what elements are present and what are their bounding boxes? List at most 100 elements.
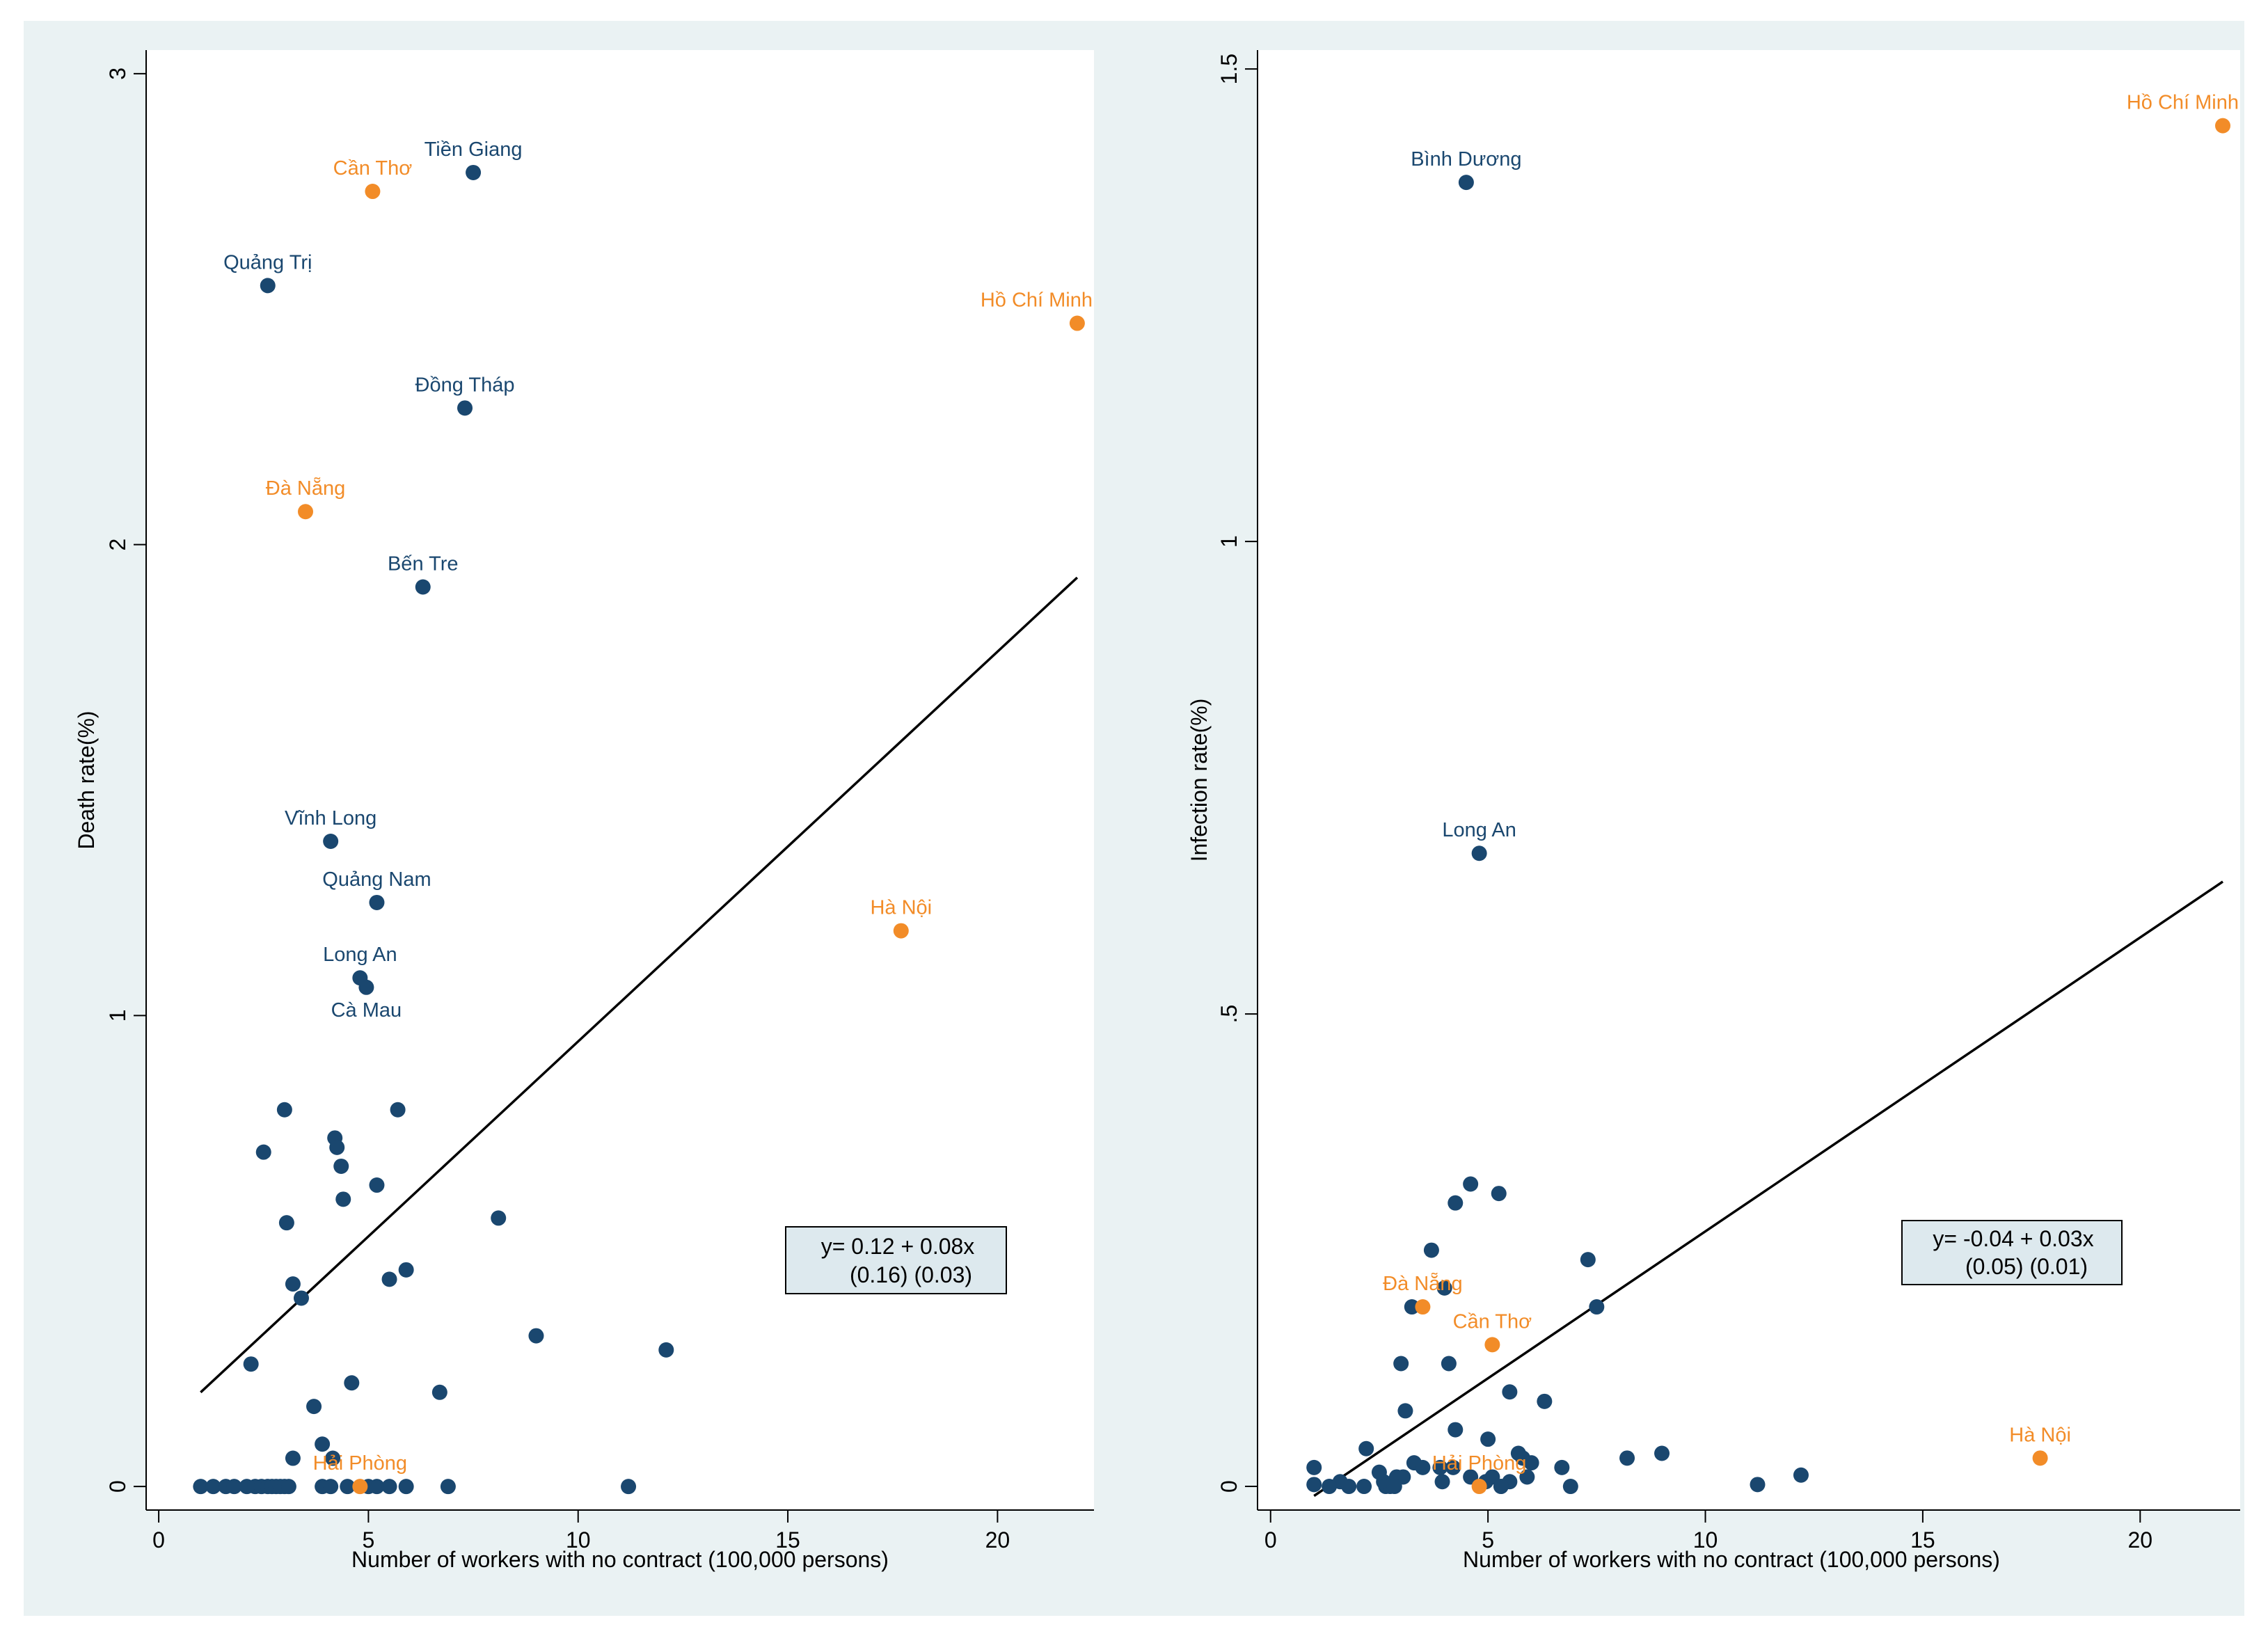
infection-rate-panel: 0 5 10 15 20 0 .5 1 1.5 Hồ Chí Minh Bình Dương Lon…	[1187, 50, 2240, 1572]
data-point	[1619, 1450, 1635, 1466]
point-label: Bến Tre	[388, 553, 459, 575]
x-tick-label: 10	[1693, 1527, 1718, 1552]
data-point	[1580, 1252, 1596, 1268]
data-point	[369, 1177, 385, 1193]
data-point	[344, 1375, 360, 1391]
point-label: Hải Phòng	[1432, 1452, 1526, 1475]
point-label: Cà Mau	[331, 999, 402, 1022]
data-point	[381, 1479, 397, 1495]
labeled-data-point	[893, 923, 909, 939]
data-point	[1434, 1474, 1450, 1490]
x-axis-label: Number of workers with no contract (100,…	[351, 1547, 889, 1572]
data-point	[325, 1450, 341, 1466]
data-point	[398, 1479, 414, 1495]
data-point	[381, 1271, 397, 1287]
data-point	[1404, 1299, 1420, 1315]
data-point	[278, 1215, 294, 1231]
data-point	[1306, 1477, 1322, 1493]
data-point	[1423, 1242, 1439, 1258]
equation-line2: (0.16) (0.03)	[850, 1262, 972, 1287]
data-point	[1537, 1393, 1553, 1409]
data-point	[1793, 1467, 1809, 1483]
data-point	[1589, 1299, 1605, 1315]
point-label: Hà Nội	[870, 897, 932, 919]
points	[1306, 118, 2231, 1495]
data-point	[1562, 1479, 1578, 1495]
data-point	[280, 1479, 296, 1495]
data-point	[658, 1342, 674, 1358]
y-axis-label: Death rate(%)	[74, 710, 99, 849]
point-label: Quảng Trị	[223, 251, 312, 273]
fit-line-group	[1313, 880, 2223, 1498]
y-tick-label: 0	[1216, 1480, 1242, 1493]
data-point	[243, 1356, 259, 1372]
labeled-data-point	[1471, 1479, 1487, 1495]
fit-line	[200, 576, 1079, 1394]
x-tick-label: 15	[775, 1527, 800, 1552]
point-label: Hải Phòng	[313, 1452, 407, 1475]
y-tick-label: 1.5	[1216, 54, 1242, 84]
fit-line-group	[200, 576, 1079, 1394]
data-point	[1493, 1479, 1509, 1495]
x-tick-label: 20	[985, 1527, 1010, 1552]
data-point	[1393, 1356, 1409, 1372]
data-point	[621, 1479, 637, 1495]
data-point	[333, 1158, 349, 1174]
data-point	[1358, 1440, 1374, 1456]
point-label: Bình Dương	[1411, 148, 1521, 170]
labeled-data-point	[365, 184, 381, 200]
equation-line1: y= -0.04 + 0.03x	[1933, 1226, 2093, 1251]
death-rate-panel: 0 5 10 15 20 0 1 2 3 Tiền Giang Cần Thơ Quảng Trị H…	[74, 50, 1094, 1572]
data-point	[1448, 1422, 1464, 1438]
data-point	[369, 1479, 385, 1495]
data-point	[1463, 1176, 1479, 1192]
point-label: Tiền Giang	[425, 138, 523, 161]
data-point	[293, 1290, 309, 1306]
x-tick-label: 5	[363, 1527, 375, 1552]
data-point	[431, 1384, 447, 1400]
labeled-data-point	[466, 164, 482, 180]
data-point	[1322, 1479, 1338, 1495]
data-point	[1554, 1459, 1570, 1475]
data-point	[255, 1144, 271, 1160]
labeled-data-point	[369, 894, 385, 910]
data-point	[1480, 1431, 1496, 1447]
x-tick-label: 5	[1482, 1527, 1494, 1552]
labeled-data-point	[323, 833, 339, 849]
data-point	[285, 1450, 301, 1466]
x-tick-label: 20	[2128, 1527, 2153, 1552]
labeled-data-point	[298, 504, 314, 520]
y-tick-label: 3	[105, 67, 130, 80]
x-tick-label: 0	[1264, 1527, 1277, 1552]
data-point	[1306, 1459, 1322, 1475]
data-point	[1448, 1195, 1464, 1211]
labeled-data-point	[260, 278, 276, 294]
data-point	[340, 1479, 356, 1495]
axes: 0 5 10 15 20 0 .5 1 1.5	[1216, 50, 2240, 1552]
point-label: Hà Nội	[2009, 1424, 2071, 1446]
point-label: Vĩnh Long	[285, 807, 376, 829]
labeled-data-point	[2215, 118, 2231, 134]
data-point	[226, 1479, 242, 1495]
point-label: Hồ Chí Minh	[2127, 92, 2239, 114]
point-label: Đà Nẵng	[1383, 1272, 1462, 1295]
point-labels: Tiền Giang Cần Thơ Quảng Trị Hồ Chí Minh Đồn…	[223, 138, 1093, 1475]
labeled-data-point	[457, 400, 473, 416]
point-label: Long An	[1442, 819, 1516, 841]
x-tick-label: 0	[152, 1527, 165, 1552]
labeled-data-point	[1471, 845, 1487, 861]
data-point	[1750, 1477, 1766, 1493]
data-point	[528, 1328, 544, 1344]
data-point	[1519, 1469, 1535, 1485]
data-point	[1445, 1459, 1461, 1475]
data-point	[323, 1479, 339, 1495]
point-label: Long An	[323, 944, 397, 966]
data-point	[335, 1191, 351, 1207]
equation-box: y= -0.04 + 0.03x (0.05) (0.01)	[1901, 1220, 2123, 1285]
labeled-data-point	[358, 979, 374, 995]
data-point	[1491, 1186, 1507, 1202]
point-label: Đồng Tháp	[415, 374, 515, 396]
fit-line	[1313, 880, 2223, 1498]
data-point	[390, 1102, 406, 1118]
